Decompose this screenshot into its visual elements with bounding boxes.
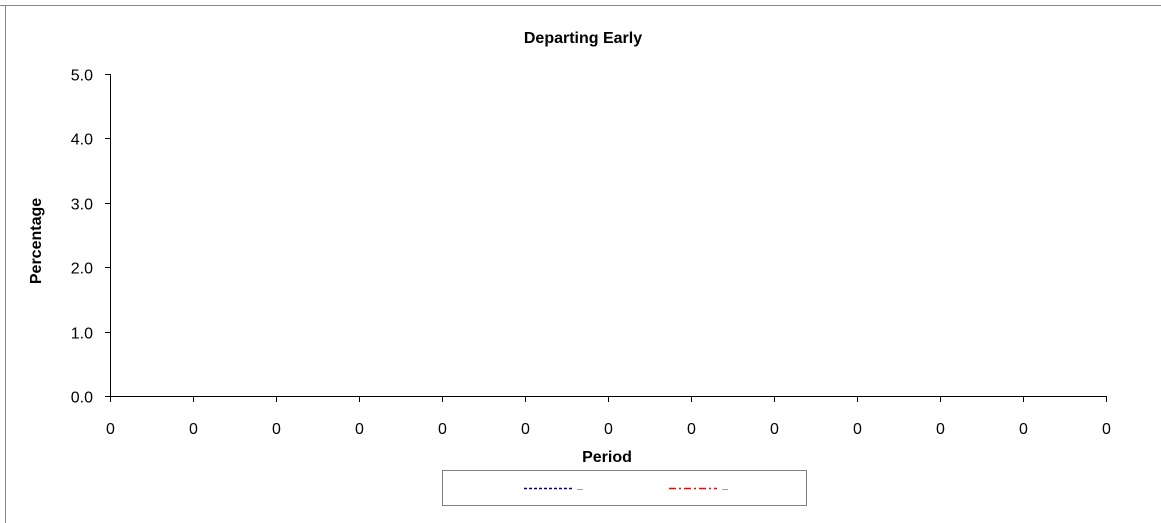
x-tick-label: 0	[770, 421, 779, 438]
y-tick-label: 5.0	[71, 68, 93, 85]
plot-area: 0.0 1.0 2.0 3.0 4.0 5.0 0 0 0 0 0 0 0 0 0 0 0 0 0	[71, 68, 1111, 439]
y-tick-label: 3.0	[71, 197, 93, 214]
x-tick-label: 0	[1102, 421, 1111, 438]
x-tick-label: 0	[355, 421, 364, 438]
x-tick-label: 0	[438, 421, 447, 438]
legend-entries	[524, 487, 728, 490]
x-tick-label: 0	[853, 421, 862, 438]
x-tick-label: 0	[189, 421, 198, 438]
x-axis-label: Period	[582, 449, 632, 466]
legend-box	[442, 470, 807, 506]
x-tick-label: 0	[272, 421, 281, 438]
x-tick-label: 0	[604, 421, 613, 438]
chart-title: Departing Early	[524, 30, 642, 47]
x-tick-label: 0	[687, 421, 696, 438]
y-tick-label: 4.0	[71, 132, 93, 149]
x-tick-label: 0	[521, 421, 530, 438]
x-tick-label: 0	[106, 421, 115, 438]
legend	[442, 470, 807, 506]
y-tick-label: 1.0	[71, 326, 93, 343]
x-tick-label: 0	[1019, 421, 1028, 438]
x-tick-label: 0	[936, 421, 945, 438]
y-axis-label: Percentage	[28, 198, 45, 284]
y-tick-label: 2.0	[71, 261, 93, 278]
y-tick-label: 0.0	[71, 390, 93, 407]
